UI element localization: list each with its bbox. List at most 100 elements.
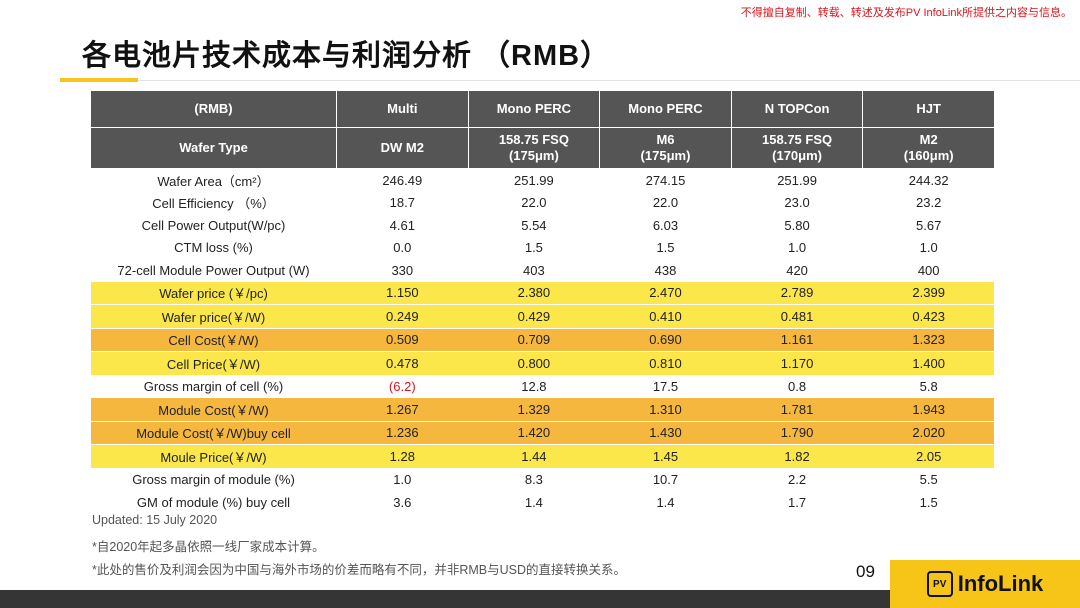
data-cell: 5.54 (521, 217, 547, 233)
data-cell: 2.380 (468, 281, 600, 305)
data-cell: 251.99 (514, 172, 554, 188)
header-line: (175μm) (640, 148, 691, 163)
table-row: Gross margin of module (%) 1.0 8.3 10.7 2.2 5… (91, 468, 995, 491)
data-cell: 1.430 (599, 421, 732, 445)
data-cell: 400 (917, 262, 940, 278)
pv-badge-icon: PV (926, 571, 953, 597)
data-cell: 0.0 (393, 240, 412, 256)
row-label: Gross margin of cell (%) (143, 379, 284, 395)
header-row-wafer-type: Wafer Type DW M2 158.75 FSQ (175μm) M6 (17… (90, 127, 995, 169)
data-cell: 438 (654, 262, 677, 278)
row-label: GM of module (%) buy cell (136, 494, 291, 510)
data-cell: 1.5 (656, 240, 675, 256)
data-cell: 22.0 (652, 195, 679, 211)
row-label: Cell Power Output(W/pc) (141, 217, 286, 233)
page-number: 09 (856, 562, 875, 581)
data-cell: 23.2 (916, 195, 942, 211)
data-cell: 1.7 (788, 494, 807, 510)
data-cell: 1.790 (731, 421, 863, 445)
data-cell: 1.161 (731, 328, 863, 352)
infolink-logo: PV InfoLink (890, 560, 1080, 608)
data-cell: 403 (523, 262, 545, 278)
data-cell: 1.45 (599, 444, 732, 469)
title-divider (60, 80, 1080, 81)
data-cell: 274.15 (645, 172, 686, 188)
footnote-polysilicon: *自2020年起多晶依照一线厂家成本计算。 (92, 540, 325, 554)
table-row: Module Cost(￥/W)buy cell 1.236 1.420 1.430 1… (90, 421, 995, 445)
data-cell: 420 (786, 262, 808, 278)
row-label: Cell Efficiency （%） (152, 196, 275, 212)
table-row: GM of module (%) buy cell 3.6 1.4 1.4 1.7 1.5 (91, 491, 995, 514)
row-label: Wafer price (￥/pc) (90, 281, 337, 305)
row-label: Gross margin of module (%) (132, 472, 295, 488)
data-cell: 0.478 (336, 351, 469, 376)
data-cell: 1.150 (336, 281, 469, 305)
data-cell: 1.5 (919, 494, 938, 510)
footnote-pricing: *此处的售价及利润会因为中国与海外市场的价差而略有不同，并非RMB与USD的直接… (92, 563, 627, 577)
header-cell: HJT (862, 90, 995, 128)
data-cell: 0.810 (599, 351, 732, 376)
table-row: Moule Price(￥/W) 1.28 1.44 1.45 1.82 2.05 (90, 444, 995, 469)
data-cell: 1.44 (468, 444, 600, 469)
data-cell: 0.8 (788, 379, 807, 395)
data-cell: 2.789 (731, 281, 863, 305)
table-row: Wafer price (￥/pc) 1.150 2.380 2.470 2.789 2.… (90, 281, 995, 305)
header-row-technology: (RMB) Multi Mono PERC Mono PERC N TOPCon… (90, 90, 995, 128)
data-cell: 5.5 (919, 472, 938, 488)
data-cell: 1.236 (336, 421, 469, 445)
data-cell: 0.249 (336, 304, 469, 329)
data-cell: 0.800 (468, 351, 600, 376)
data-cell: 8.3 (524, 472, 543, 488)
table-row: Wafer price(￥/W) 0.249 0.429 0.410 0.481 0.42… (90, 304, 995, 329)
data-cell: 5.67 (916, 217, 942, 233)
row-label: Module Cost(￥/W)buy cell (90, 421, 337, 445)
data-cell: 0.509 (336, 328, 469, 352)
data-cell: 1.28 (336, 444, 469, 469)
data-cell: 0.423 (862, 304, 995, 329)
header-line: Wafer Type (179, 140, 248, 155)
table-row: CTM loss (%) 0.0 1.5 1.5 1.0 1.0 (91, 237, 995, 260)
header-cell: DW M2 (336, 127, 469, 169)
data-cell: 246.49 (382, 172, 423, 188)
data-cell: 23.0 (784, 195, 810, 211)
data-cell: (6.2) (388, 379, 416, 395)
data-cell: 0.690 (599, 328, 732, 352)
data-cell: 1.4 (524, 494, 543, 510)
data-cell: 244.32 (908, 172, 949, 188)
data-cell: 1.0 (919, 240, 938, 256)
header-line: DW M2 (380, 140, 424, 155)
data-cell: 4.61 (389, 217, 415, 233)
data-cell: 2.05 (862, 444, 995, 469)
data-cell: 1.323 (862, 328, 995, 352)
data-cell: 10.7 (652, 472, 679, 488)
data-cell: 1.943 (862, 398, 995, 422)
header-line: 158.75 FSQ (762, 132, 833, 147)
data-cell: 1.310 (599, 398, 732, 422)
table-row: Wafer Area（cm²） 246.49 251.99 274.15 251.99 2… (91, 169, 995, 192)
data-cell: 1.0 (788, 240, 807, 256)
data-cell: 251.99 (777, 172, 817, 188)
row-label: CTM loss (%) (174, 240, 253, 256)
table-row: Cell Efficiency （%） 18.7 22.0 22.0 23.0 23.2 (91, 192, 995, 215)
header-cell: Mono PERC (599, 90, 732, 128)
page-title: 各电池片技术成本与利润分析 （RMB） (82, 40, 611, 72)
table-row: Cell Cost(￥/W) 0.509 0.709 0.690 1.161 1.323 (90, 328, 995, 352)
header-line: (175μm) (508, 148, 559, 163)
data-cell: 2.399 (862, 281, 995, 305)
footer-bar (0, 590, 1080, 608)
row-label: 72-cell Module Power Output (W) (117, 262, 310, 278)
data-cell: 0.709 (468, 328, 600, 352)
header-cell: N TOPCon (730, 90, 864, 128)
data-cell: 0.410 (599, 304, 732, 329)
table-row: Module Cost(￥/W) 1.267 1.329 1.310 1.781 1.94… (90, 398, 995, 422)
copyright-notice: 不得擅自复制、转载、转述及发布PV InfoLink所提供之内容与信息。 (740, 7, 1072, 19)
header-line: 158.75 FSQ (498, 132, 569, 147)
table-row: Gross margin of cell (%) (6.2) 12.8 17.5 0.8… (91, 375, 995, 398)
table-row: Cell Power Output(W/pc) 4.61 5.54 6.03 5.80 5… (91, 214, 995, 237)
table-row: 72-cell Module Power Output (W) 330 403 438… (91, 259, 995, 282)
header-cell: (RMB) (90, 90, 337, 128)
header-cell: Wafer Type (90, 127, 337, 169)
data-cell: 1.0 (393, 472, 412, 488)
data-cell: 6.03 (652, 217, 679, 233)
data-cell: 0.429 (468, 304, 600, 329)
